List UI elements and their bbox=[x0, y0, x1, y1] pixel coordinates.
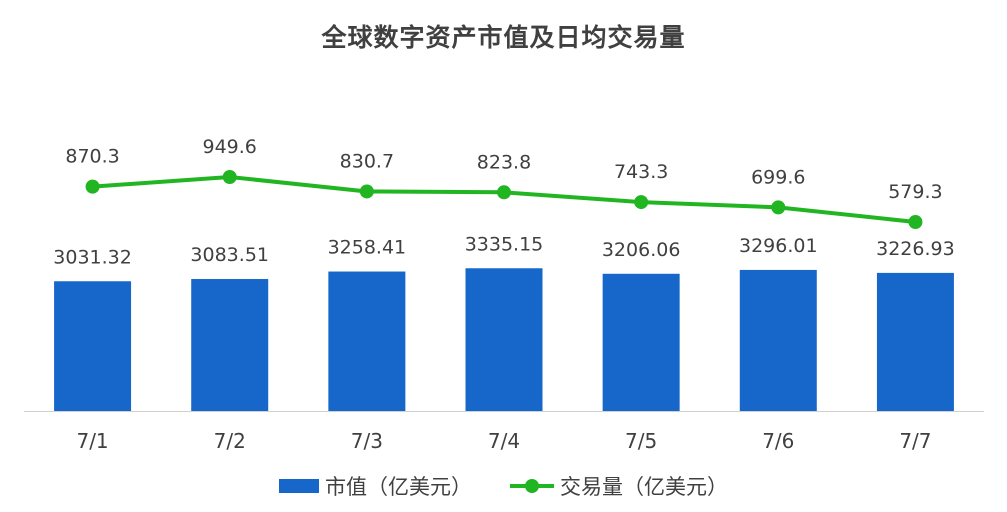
volume-data-label-6: 699.6 bbox=[751, 166, 805, 188]
volume-data-label-2: 949.6 bbox=[203, 136, 257, 158]
bar-5 bbox=[602, 273, 680, 411]
x-tick-label-7: 7/7 bbox=[899, 429, 931, 453]
x-tick-label-3: 7/3 bbox=[351, 429, 383, 453]
legend-swatch-bar bbox=[279, 479, 319, 493]
bar-data-label-6: 3296.01 bbox=[739, 235, 818, 257]
bar-6 bbox=[739, 269, 817, 411]
bar-data-label-4: 3335.15 bbox=[465, 233, 544, 255]
x-tick-label-2: 7/2 bbox=[214, 429, 246, 453]
chart-legend: 市值（亿美元） 交易量（亿美元） bbox=[0, 470, 1007, 502]
legend-label-volume: 交易量（亿美元） bbox=[560, 475, 728, 499]
bar-4 bbox=[465, 268, 543, 411]
legend-swatch-line bbox=[510, 479, 554, 493]
volume-point-4 bbox=[497, 185, 511, 200]
bar-1 bbox=[54, 281, 132, 411]
legend-item-volume: 交易量（亿美元） bbox=[510, 471, 728, 501]
volume-data-label-3: 830.7 bbox=[340, 150, 394, 172]
bar-7 bbox=[876, 272, 954, 411]
volume-point-5 bbox=[634, 195, 649, 210]
chart-plot: 3031.32 7/1 3083.51 7/2 3258.41 7/3 3335.15 7/4… bbox=[24, 136, 984, 453]
bar-data-label-3: 3258.41 bbox=[328, 237, 407, 259]
volume-point-3 bbox=[359, 184, 374, 199]
bar-data-label-7: 3226.93 bbox=[876, 238, 955, 260]
bar-data-label-1: 3031.32 bbox=[53, 246, 132, 268]
volume-data-label-4: 823.8 bbox=[477, 151, 531, 173]
volume-data-label-5: 743.3 bbox=[614, 161, 668, 183]
volume-data-label-7: 579.3 bbox=[888, 181, 942, 203]
x-tick-label-5: 7/5 bbox=[625, 429, 657, 453]
legend-item-market-cap: 市值（亿美元） bbox=[279, 471, 472, 501]
volume-point-1 bbox=[85, 179, 100, 194]
volume-point-7 bbox=[908, 215, 923, 229]
x-tick-label-6: 7/6 bbox=[762, 429, 794, 453]
legend-label-market-cap: 市值（亿美元） bbox=[325, 475, 472, 499]
bar-data-label-5: 3206.06 bbox=[602, 239, 681, 261]
x-tick-label-1: 7/1 bbox=[76, 429, 108, 453]
volume-point-2 bbox=[222, 170, 237, 184]
volume-point-6 bbox=[771, 200, 786, 215]
volume-data-label-1: 870.3 bbox=[65, 146, 119, 168]
chart-title: 全球数字资产市值及日均交易量 bbox=[321, 23, 686, 52]
bar-2 bbox=[191, 279, 269, 411]
bar-3 bbox=[328, 271, 406, 411]
x-tick-label-4: 7/4 bbox=[488, 429, 520, 453]
bar-data-label-2: 3083.51 bbox=[190, 244, 269, 266]
